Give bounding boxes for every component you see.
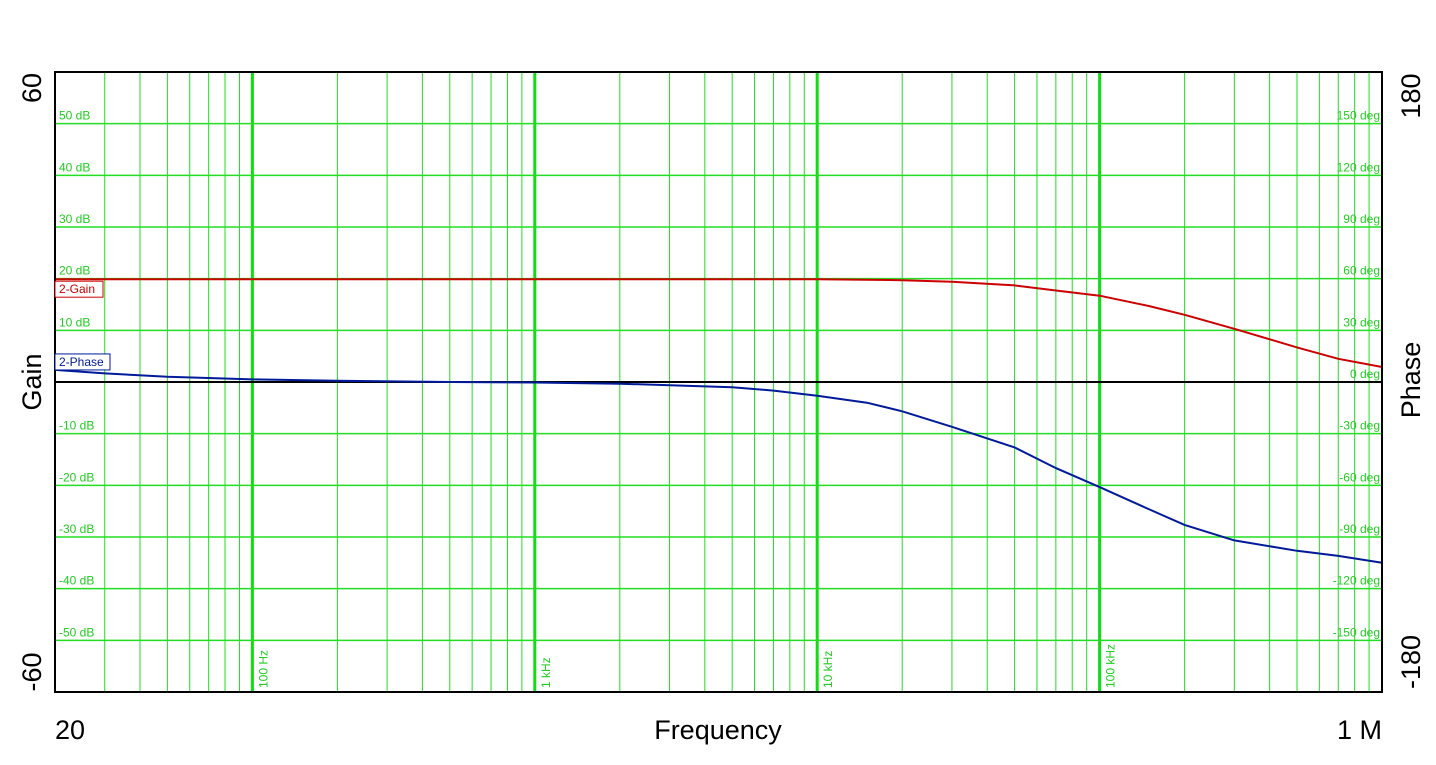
- gain-series-tag: 2-Gain: [59, 282, 95, 296]
- frequency-decade-label: 10 kHz: [821, 651, 835, 688]
- gain-tick-label: -20 dB: [59, 470, 94, 484]
- frequency-decade-label: 100 kHz: [1104, 644, 1118, 688]
- gain-tick-label: -40 dB: [59, 574, 94, 588]
- y-right-axis-title: Phase: [1396, 342, 1426, 419]
- phase-tick-label: 90 deg: [1343, 212, 1380, 226]
- grid-labels-layer: 50 dB 40 dB 30 dB 20 dB 10 dB -10 dB -20 dB -30…: [59, 109, 1380, 688]
- phase-tick-label: 30 deg: [1343, 315, 1380, 329]
- grid-layer: [55, 72, 1382, 692]
- gain-tick-label: 50 dB: [59, 109, 90, 123]
- gain-tick-label: -10 dB: [59, 419, 94, 433]
- gain-curve: [55, 278, 1383, 368]
- x-axis-title: Frequency: [654, 715, 782, 745]
- gain-tick-label: -30 dB: [59, 522, 94, 536]
- y-left-axis-title: Gain: [17, 353, 47, 410]
- frequency-decade-label: 1 kHz: [539, 657, 553, 688]
- series-layer: [54, 278, 1383, 564]
- gain-tick-label: 40 dB: [59, 160, 90, 174]
- gain-tick-label: 20 dB: [59, 264, 90, 278]
- gain-tick-label: 30 dB: [59, 212, 90, 226]
- phase-series-tag-box: [54, 353, 111, 371]
- phase-tick-label: -60 deg: [1339, 470, 1380, 484]
- y-right-bottom-label: -180: [1396, 635, 1426, 689]
- phase-tick-label: 150 deg: [1337, 109, 1380, 123]
- phase-tick-label: -120 deg: [1333, 574, 1380, 588]
- phase-tick-label: 0 deg: [1350, 367, 1380, 381]
- y-right-top-label: 180: [1396, 73, 1426, 118]
- frequency-decade-label: 100 Hz: [256, 650, 270, 688]
- x-start-label: 20: [55, 715, 85, 745]
- gain-series-tag-box: [54, 280, 104, 298]
- y-left-bottom-label: -60: [17, 652, 47, 691]
- phase-series-tag: 2-Phase: [59, 355, 104, 369]
- phase-curve: [54, 368, 1383, 564]
- phase-tick-label: 60 deg: [1343, 264, 1380, 278]
- phase-tick-label: -90 deg: [1339, 522, 1380, 536]
- gain-tick-label: -50 dB: [59, 625, 94, 639]
- y-left-top-label: 60: [17, 73, 47, 103]
- phase-tick-label: 120 deg: [1337, 160, 1380, 174]
- gain-tick-label: 10 dB: [59, 315, 90, 329]
- series-tags-layer: 2-Gain 2-Phase: [54, 280, 111, 371]
- phase-tick-label: -150 deg: [1333, 625, 1380, 639]
- plot-frame: [54, 71, 1383, 693]
- phase-tick-label: -30 deg: [1339, 419, 1380, 433]
- x-end-label: 1 M: [1337, 715, 1382, 745]
